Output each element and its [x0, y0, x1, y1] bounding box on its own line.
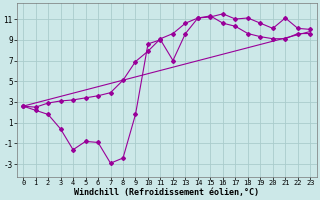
- X-axis label: Windchill (Refroidissement éolien,°C): Windchill (Refroidissement éolien,°C): [74, 188, 259, 197]
